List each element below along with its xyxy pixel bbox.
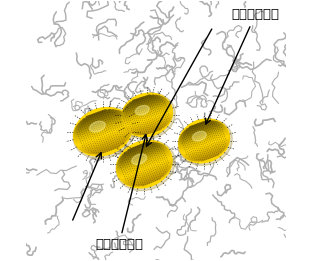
Ellipse shape — [73, 108, 135, 159]
Ellipse shape — [178, 119, 232, 165]
Ellipse shape — [121, 93, 175, 139]
Ellipse shape — [135, 105, 149, 115]
Ellipse shape — [121, 93, 173, 137]
Ellipse shape — [74, 108, 132, 156]
Ellipse shape — [90, 121, 105, 132]
Ellipse shape — [178, 119, 230, 163]
Text: 金ナノ微粒子: 金ナノ微粒子 — [206, 8, 279, 124]
Ellipse shape — [193, 131, 206, 141]
Ellipse shape — [116, 140, 172, 188]
Ellipse shape — [132, 154, 147, 164]
Ellipse shape — [116, 140, 175, 191]
Text: 被覆有機分子: 被覆有機分子 — [95, 135, 147, 251]
